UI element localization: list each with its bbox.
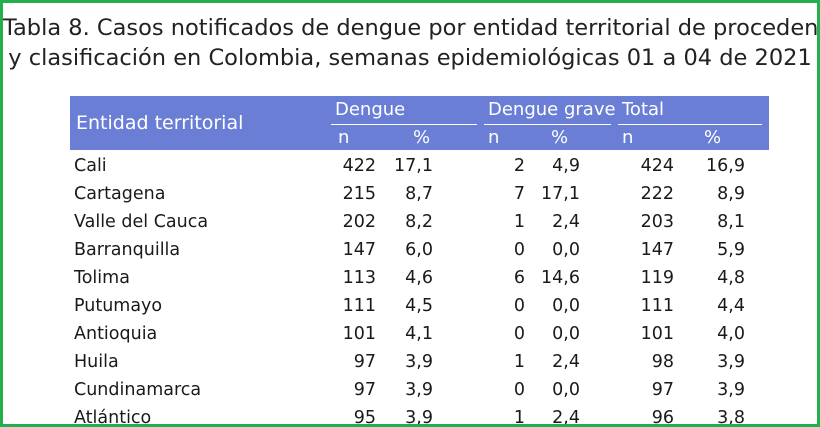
cell-grave-pct: 17,1 — [541, 184, 580, 204]
cell-dengue-n: 422 — [342, 156, 376, 176]
cell-total-pct: 8,1 — [717, 212, 745, 232]
header-total-pct: % — [704, 127, 722, 148]
cell-dengue-pct: 4,5 — [405, 296, 433, 316]
cell-dengue-n: 101 — [342, 324, 376, 344]
cell-total-pct: 4,0 — [717, 324, 745, 344]
cell-grave-n: 0 — [513, 240, 525, 260]
cell-total-pct: 3,9 — [717, 380, 745, 400]
cell-total-n: 96 — [651, 408, 674, 427]
header-entidad: Entidad territorial — [76, 112, 244, 134]
cell-grave-n: 1 — [513, 212, 525, 232]
cell-grave-pct: 0,0 — [552, 296, 580, 316]
cell-dengue-n: 202 — [342, 212, 376, 232]
cell-dengue-pct: 8,7 — [405, 184, 433, 204]
dengue-grave-group-rule — [484, 124, 611, 125]
header-dengue-n: n — [338, 127, 350, 148]
cell-entidad: Barranquilla — [74, 240, 181, 260]
cell-dengue-n: 97 — [353, 380, 376, 400]
table-title: Tabla 8. Casos notificados de dengue por… — [3, 13, 817, 73]
table-row: Putumayo 111 4,5 0 0,0 111 4,4 — [70, 293, 769, 321]
table-row: Antioquia 101 4,1 0 0,0 101 4,0 — [70, 321, 769, 349]
cell-total-pct: 4,4 — [717, 296, 745, 316]
title-line-2: y clasificación en Colombia, semanas epi… — [8, 45, 812, 71]
cell-entidad: Cali — [74, 156, 107, 176]
cell-entidad: Antioquia — [74, 324, 158, 344]
total-group-rule — [618, 124, 762, 125]
cell-total-n: 203 — [640, 212, 674, 232]
cell-dengue-pct: 3,9 — [405, 408, 433, 427]
cell-total-n: 147 — [640, 240, 674, 260]
cell-grave-n: 6 — [513, 268, 525, 288]
cell-grave-pct: 2,4 — [552, 408, 580, 427]
cell-dengue-pct: 3,9 — [405, 352, 433, 372]
cell-entidad: Atlántico — [74, 408, 152, 427]
cell-grave-pct: 14,6 — [541, 268, 580, 288]
header-dengue-grave: Dengue grave — [488, 99, 616, 120]
table-row: Cundinamarca 97 3,9 0 0,0 97 3,9 — [70, 377, 769, 405]
cell-total-n: 424 — [640, 156, 674, 176]
cell-total-pct: 5,9 — [717, 240, 745, 260]
header-dengue: Dengue — [335, 99, 406, 120]
cell-grave-n: 0 — [513, 380, 525, 400]
cell-grave-n: 2 — [513, 156, 525, 176]
table-body: Cali 422 17,1 2 4,9 424 16,9 Cartagena 215 8,7 7 17… — [70, 153, 769, 427]
cell-dengue-n: 95 — [353, 408, 376, 427]
table-row: Cartagena 215 8,7 7 17,1 222 8,9 — [70, 181, 769, 209]
cell-total-pct: 4,8 — [717, 268, 745, 288]
cell-total-n: 97 — [651, 380, 674, 400]
cell-total-pct: 16,9 — [706, 156, 745, 176]
cell-entidad: Huila — [74, 352, 119, 372]
cell-entidad: Cartagena — [74, 184, 166, 204]
cell-dengue-pct: 8,2 — [405, 212, 433, 232]
cell-grave-pct: 2,4 — [552, 212, 580, 232]
dengue-group-rule — [331, 124, 477, 125]
table-row: Barranquilla 147 6,0 0 0,0 147 5,9 — [70, 237, 769, 265]
header-dengue-pct: % — [413, 127, 431, 148]
cell-dengue-pct: 17,1 — [394, 156, 433, 176]
header-total: Total — [622, 99, 665, 120]
cell-grave-n: 1 — [513, 408, 525, 427]
cell-total-n: 111 — [640, 296, 674, 316]
cell-entidad: Cundinamarca — [74, 380, 202, 400]
header-grave-pct: % — [551, 127, 569, 148]
cell-total-n: 98 — [651, 352, 674, 372]
cell-grave-pct: 2,4 — [552, 352, 580, 372]
cell-total-n: 101 — [640, 324, 674, 344]
cell-dengue-pct: 3,9 — [405, 380, 433, 400]
cell-entidad: Putumayo — [74, 296, 163, 316]
cell-grave-pct: 4,9 — [552, 156, 580, 176]
cell-dengue-pct: 4,1 — [405, 324, 433, 344]
cell-grave-pct: 0,0 — [552, 240, 580, 260]
title-line-1: Tabla 8. Casos notificados de dengue por… — [3, 15, 820, 41]
cell-dengue-n: 215 — [342, 184, 376, 204]
cell-dengue-n: 97 — [353, 352, 376, 372]
cell-total-pct: 8,9 — [717, 184, 745, 204]
table-row: Tolima 113 4,6 6 14,6 119 4,8 — [70, 265, 769, 293]
table-row: Atlántico 95 3,9 1 2,4 96 3,8 — [70, 405, 769, 427]
cell-dengue-n: 147 — [342, 240, 376, 260]
cell-total-n: 222 — [640, 184, 674, 204]
table-row: Huila 97 3,9 1 2,4 98 3,9 — [70, 349, 769, 377]
cell-entidad: Valle del Cauca — [74, 212, 209, 232]
cell-grave-n: 0 — [513, 296, 525, 316]
cell-dengue-pct: 6,0 — [405, 240, 433, 260]
table-row: Cali 422 17,1 2 4,9 424 16,9 — [70, 153, 769, 181]
cell-grave-n: 1 — [513, 352, 525, 372]
table-header: Entidad territorial Dengue Dengue grave … — [70, 96, 769, 150]
cell-total-n: 119 — [640, 268, 674, 288]
cell-grave-pct: 0,0 — [552, 324, 580, 344]
cell-dengue-n: 111 — [342, 296, 376, 316]
cell-dengue-n: 113 — [342, 268, 376, 288]
header-grave-n: n — [488, 127, 500, 148]
header-total-n: n — [622, 127, 634, 148]
cell-grave-n: 0 — [513, 324, 525, 344]
table-row: Valle del Cauca 202 8,2 1 2,4 203 8,1 — [70, 209, 769, 237]
cell-total-pct: 3,8 — [717, 408, 745, 427]
cell-grave-n: 7 — [513, 184, 525, 204]
cell-dengue-pct: 4,6 — [405, 268, 433, 288]
cell-grave-pct: 0,0 — [552, 380, 580, 400]
cell-entidad: Tolima — [74, 268, 130, 288]
cell-total-pct: 3,9 — [717, 352, 745, 372]
